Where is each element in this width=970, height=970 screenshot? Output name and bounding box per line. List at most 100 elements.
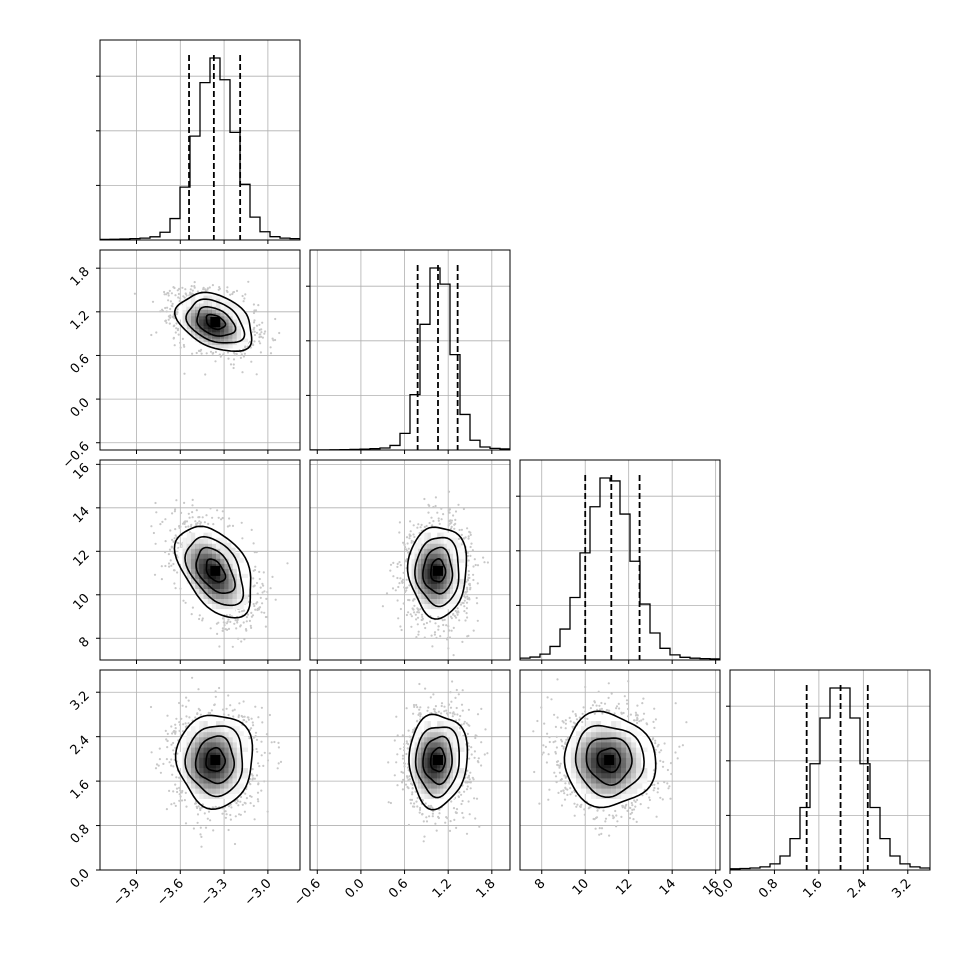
scatter-point	[409, 802, 412, 805]
scatter-point	[417, 630, 420, 633]
scatter-point	[554, 740, 557, 743]
scatter-point	[255, 774, 259, 777]
scatter-point	[209, 350, 213, 353]
scatter-point	[409, 530, 412, 533]
scatter-point	[172, 765, 175, 768]
scatter-point	[472, 629, 475, 632]
scatter-point	[401, 781, 404, 784]
scatter-point	[666, 768, 670, 772]
scatter-point	[607, 682, 610, 685]
scatter-point	[166, 732, 169, 736]
scatter-point	[405, 752, 408, 756]
mode-marker-3-0	[210, 755, 221, 765]
scatter-point	[542, 751, 545, 754]
scatter-point	[568, 782, 571, 785]
scatter-point	[154, 767, 158, 770]
scatter-point	[274, 598, 277, 601]
scatter-point	[249, 794, 252, 798]
scatter-point	[212, 523, 215, 526]
scatter-point	[175, 499, 178, 502]
scatter-point	[223, 624, 226, 627]
scatter-point	[561, 744, 564, 748]
scatter-point	[218, 353, 221, 356]
scatter-point	[253, 568, 257, 572]
scatter-point	[182, 599, 185, 602]
xtick-label-0-0: −3.9	[110, 876, 143, 909]
scatter-point	[460, 802, 463, 806]
scatter-point	[393, 774, 396, 777]
scatter-point	[222, 629, 225, 632]
scatter-point	[221, 516, 224, 520]
scatter-point	[196, 821, 199, 824]
scatter-point	[473, 750, 476, 753]
contour-3-2-2	[574, 724, 645, 798]
scatter-point	[575, 718, 579, 721]
scatter-point	[448, 629, 451, 632]
scatter-point	[634, 805, 637, 808]
scatter-point	[161, 520, 164, 524]
scatter-point	[459, 727, 462, 730]
panel-2-2	[516, 459, 721, 664]
scatter-point	[257, 716, 260, 719]
scatter-point	[222, 708, 225, 711]
panel-3-3: 0.0 0.8 1.6 2.4 3.2	[712, 669, 931, 901]
scatter-point	[465, 788, 469, 791]
scatter-point	[159, 523, 162, 526]
scatter-point	[277, 741, 280, 745]
scatter-point	[552, 741, 555, 744]
scatter-point	[631, 804, 634, 807]
scatter-point	[608, 834, 611, 837]
panel-frame-3-1	[309, 669, 511, 871]
scatter-point	[562, 789, 565, 792]
scatter-point	[652, 737, 655, 740]
panel-frame-2-2	[519, 459, 721, 661]
scatter-point	[253, 326, 256, 329]
scatter-point	[262, 584, 265, 587]
scatter-point	[218, 686, 221, 690]
scatter-point	[476, 582, 479, 585]
scatter-point	[225, 289, 228, 292]
scatter-point	[163, 293, 166, 296]
scatter-point	[407, 747, 410, 750]
scatter-point	[427, 511, 430, 514]
scatter-point	[447, 490, 451, 493]
scatter-point	[185, 715, 188, 718]
scatter-point	[635, 820, 638, 824]
scatter-point	[475, 734, 478, 738]
scatter-point	[170, 758, 173, 761]
scatter-point	[250, 528, 253, 532]
scatter-point	[175, 776, 178, 779]
scatter-point	[261, 721, 264, 724]
scatter-point	[564, 741, 567, 744]
scatter-point	[191, 352, 194, 355]
contour-3-0-0	[205, 746, 226, 772]
scatter-point	[564, 782, 567, 785]
scatter-point	[254, 309, 258, 312]
scatter-point	[263, 590, 266, 593]
scatter-point	[460, 543, 463, 546]
scatter-point	[602, 809, 605, 812]
panel-frame-2-1	[309, 459, 511, 661]
scatter-point	[261, 582, 264, 585]
scatter-point	[204, 288, 207, 291]
scatter-point	[255, 551, 258, 554]
scatter-point	[195, 523, 198, 526]
mode-marker-3-1	[433, 755, 443, 765]
scatter-point	[269, 346, 272, 349]
scatter-point	[184, 288, 187, 291]
scatter-point	[231, 292, 234, 296]
scatter-point	[166, 306, 169, 309]
scatter-point	[261, 321, 264, 324]
scatter-point	[250, 626, 253, 630]
scatter-point	[674, 751, 677, 754]
scatter-point	[227, 618, 230, 621]
scatter-point	[428, 504, 431, 507]
scatter-point	[178, 799, 181, 802]
scatter-point	[150, 751, 153, 754]
scatter-point	[618, 707, 621, 710]
contour-3-0-3	[174, 714, 254, 811]
scatter-point	[463, 790, 466, 793]
scatter-point	[176, 308, 179, 311]
scatter-point	[465, 591, 468, 594]
scatter-point	[685, 721, 688, 724]
